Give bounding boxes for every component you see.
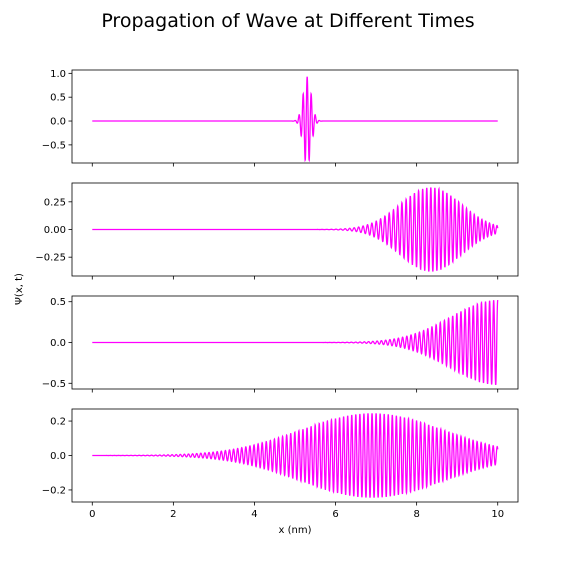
y-axis-label: Ψ(x, t) [14, 273, 25, 305]
wave-line-1 [92, 76, 498, 163]
y-tick-label-1-2: 0.5 [50, 93, 66, 104]
y-tick-label-3-1: 0.0 [50, 338, 66, 349]
wave-line-3 [92, 299, 499, 385]
y-tick-label-2-1: 0.00 [44, 225, 66, 236]
y-tick-label-3-0: −0.5 [42, 379, 66, 390]
y-tick-label-3-2: 0.5 [50, 297, 66, 308]
wave-line-2 [92, 186, 499, 272]
subplot-3: −0.5 0.0 0.5 [42, 295, 519, 393]
axes-frame-1 [71, 69, 519, 164]
y-tick-label-4-0: −0.2 [42, 485, 66, 496]
y-tick-label-1-1: 0.0 [50, 117, 66, 128]
y-tick-label-1-0: −0.5 [42, 140, 66, 151]
subplots: −0.50.00.51.0−0.250.000.25−0.50.00.5−0.2… [35, 69, 519, 520]
y-tick-label-2-2: 0.25 [44, 197, 66, 208]
wave-line-4 [92, 413, 499, 498]
subplot-4: −0.2 0.0 0.2 0 2 4 6 8 10 [42, 408, 519, 520]
x-tick-label-3: 6 [332, 509, 338, 520]
y-tick-label-4-1: 0.0 [50, 451, 66, 462]
x-tick-label-0: 0 [89, 509, 95, 520]
x-tick-label-4: 8 [413, 509, 419, 520]
x-tick-label-5: 10 [491, 509, 504, 520]
y-tick-label-2-0: −0.25 [35, 253, 66, 264]
x-axis-label: x (nm) [279, 525, 312, 536]
x-tick-label-1: 2 [170, 509, 176, 520]
subplot-2: −0.25 0.00 0.25 [35, 182, 519, 280]
chart-title: Propagation of Wave at Different Times [101, 10, 474, 32]
x-tick-label-2: 4 [251, 509, 257, 520]
y-tick-label-4-2: 0.2 [50, 417, 66, 428]
subplot-1: −0.5 0.0 0.5 1.0 [42, 69, 519, 167]
y-tick-label-1-3: 1.0 [50, 69, 66, 80]
